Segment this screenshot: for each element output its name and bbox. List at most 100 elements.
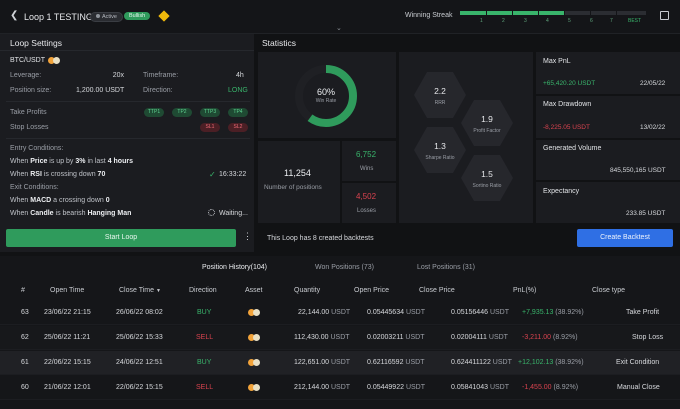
asset-coin-icon: [248, 309, 260, 316]
direction-label: Direction:: [143, 87, 173, 94]
generated-volume-label: Generated Volume: [543, 145, 602, 152]
take-profit-chip[interactable]: TTP1: [144, 108, 164, 117]
start-loop-button[interactable]: Start Loop: [6, 229, 236, 247]
pair-label: BTC/USDT: [10, 57, 45, 64]
positions-label: Number of positions: [264, 184, 322, 191]
statistics-title: Statistics: [262, 38, 297, 48]
ratios-card: [399, 52, 533, 223]
exit-condition-status: Waiting...: [219, 210, 248, 217]
max-drawdown-date: 13/02/22: [640, 124, 666, 131]
timeframe-label: Timeframe:: [143, 72, 179, 79]
entry-conditions-label: Entry Conditions:: [10, 145, 64, 152]
col-num: #: [21, 287, 25, 294]
max-pnl-label: Max PnL: [543, 58, 571, 65]
table-row[interactable]: 60 21/06/22 12:01 22/06/22 15:15 SELL 21…: [0, 376, 680, 400]
timeframe-value: 4h: [236, 72, 244, 79]
stop-loss-chip[interactable]: SL1: [200, 123, 220, 132]
tab-won-positions[interactable]: Won Positions (73): [315, 264, 375, 271]
backtests-count-text: This Loop has 8 created backtests: [267, 235, 374, 242]
take-profit-chip[interactable]: TP2: [172, 108, 192, 117]
wins-value: 6,752: [356, 150, 377, 159]
start-loop-label: Start Loop: [104, 234, 138, 241]
top-bar: ❮ Loop 1 TESTING Active Bullish Winning …: [0, 0, 680, 34]
col-open-price: Open Price: [354, 287, 390, 294]
more-options-icon[interactable]: ⋮: [243, 231, 252, 241]
generated-volume-value: 845,550,165 USDT: [610, 167, 666, 174]
wins-label: Wins: [360, 166, 374, 172]
max-drawdown-card: [536, 96, 680, 138]
expectancy-label: Expectancy: [543, 188, 580, 195]
col-asset: Asset: [245, 287, 263, 294]
max-pnl-value: +65,420.20 USDT: [543, 80, 596, 87]
col-open-time[interactable]: Open Time: [50, 287, 85, 294]
collapse-chevron-icon[interactable]: ⌄: [336, 25, 342, 32]
position-size-label: Position size:: [10, 87, 52, 94]
col-close-time[interactable]: Close Time ▼: [119, 287, 161, 294]
col-quantity: Quantity: [294, 287, 321, 294]
bullish-badge: Bullish: [124, 12, 151, 20]
divider: [6, 138, 250, 139]
exit-condition-2: When Candle is bearish Hanging Man: [10, 210, 132, 217]
entry-condition-2: When RSI is crossing down 70: [10, 171, 106, 178]
col-pnl: PnL(%): [513, 287, 537, 294]
table-header: # Open Time Close Time ▼ Direction Asset…: [0, 287, 680, 299]
win-rate-arc: [295, 65, 357, 127]
sort-down-icon: ▼: [155, 288, 161, 294]
asset-coin-icon: [248, 359, 260, 366]
take-profit-chip[interactable]: TP4: [228, 108, 248, 117]
losses-label: Losses: [357, 208, 377, 214]
expectancy-value: 233.85 USDT: [626, 210, 666, 217]
expectancy-card: [536, 182, 680, 223]
generated-volume-card: [536, 140, 680, 180]
create-backtest-button[interactable]: Create Backtest: [577, 229, 673, 247]
binance-icon: [158, 10, 170, 22]
stop-losses-label: Stop Losses: [10, 124, 49, 131]
loop-settings-title: Loop Settings: [10, 38, 62, 48]
leverage-value: 20x: [112, 72, 124, 79]
col-close-price: Close Price: [419, 287, 455, 294]
table-row[interactable]: 62 25/06/22 11:21 25/06/22 15:33 SELL 11…: [0, 326, 680, 350]
page-title: Loop 1 TESTING: [24, 12, 93, 22]
entry-met-time: 16:33:22: [219, 171, 247, 178]
create-backtest-label: Create Backtest: [600, 234, 650, 241]
exit-conditions-label: Exit Conditions:: [10, 184, 59, 191]
win-rate-value: 60%: [316, 87, 335, 97]
divider: [6, 101, 250, 102]
winning-streak-label: Winning Streak: [405, 12, 453, 19]
streak-tick-labels: 1 2 3 4 5 6 7 BEST: [480, 18, 642, 24]
check-icon: ✓: [209, 170, 216, 179]
win-rate-label: Win Rate: [315, 98, 337, 104]
max-pnl-card: [536, 52, 680, 94]
direction-value: LONG: [228, 87, 248, 94]
stop-loss-chip[interactable]: SL2: [228, 123, 248, 132]
tab-position-history[interactable]: Position History(104): [202, 264, 267, 271]
loop-settings-panel: [0, 34, 254, 252]
leverage-label: Leverage:: [10, 72, 42, 79]
col-close-type: Close type: [592, 287, 626, 294]
table-row[interactable]: 63 23/06/22 21:15 26/06/22 08:02 BUY 22,…: [0, 301, 680, 325]
max-drawdown-value: -8,225.05 USDT: [543, 124, 590, 131]
take-profits-label: Take Profits: [10, 109, 47, 116]
max-drawdown-label: Max Drawdown: [543, 101, 592, 108]
winning-streak-bar: [460, 11, 646, 15]
status-badge: Active: [90, 12, 123, 22]
col-direction: Direction: [189, 287, 217, 294]
pair-coin-icon: [48, 57, 60, 64]
spinner-icon: [208, 209, 215, 216]
win-rate-ring: [295, 65, 357, 127]
divider: [0, 50, 254, 51]
asset-coin-icon: [248, 384, 260, 391]
wins-card: [342, 141, 396, 181]
position-size-value: 1,200.00 USDT: [76, 87, 125, 94]
losses-value: 4,502: [356, 192, 377, 201]
chevron-left-icon[interactable]: ❮: [10, 10, 19, 21]
entry-condition-1: When Price is up by 3% in last 4 hours: [10, 158, 133, 165]
external-edit-icon[interactable]: [660, 11, 669, 20]
losses-card: [342, 183, 396, 223]
positions-value: 11,254: [284, 168, 311, 178]
table-row[interactable]: 61 22/06/22 15:15 24/06/22 12:51 BUY 122…: [0, 351, 680, 375]
take-profit-chip[interactable]: TTP3: [200, 108, 220, 117]
positions-card: [258, 141, 340, 223]
tab-lost-positions[interactable]: Lost Positions (31): [417, 264, 475, 271]
exit-condition-1: When MACD a crossing down 0: [10, 197, 110, 204]
